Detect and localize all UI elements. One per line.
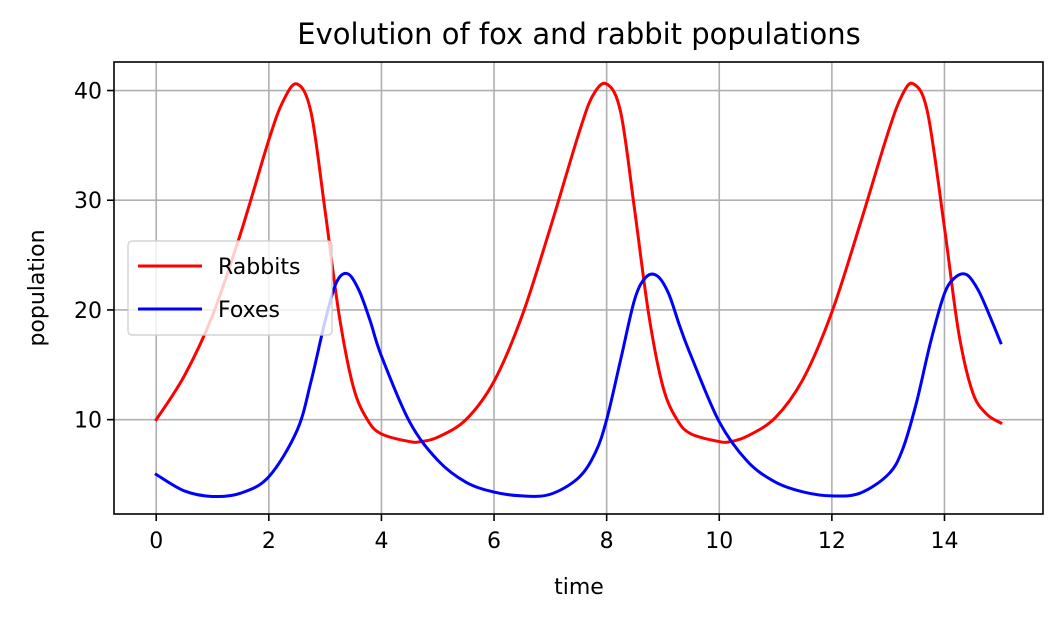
x-tick-label: 14 bbox=[930, 529, 958, 554]
ticks: 0 2 4 6 8 10 12 14 10 20 30 40 bbox=[74, 80, 958, 554]
x-axis-label: time bbox=[554, 575, 604, 600]
x-tick-label: 0 bbox=[149, 529, 163, 554]
x-tick-label: 10 bbox=[705, 529, 733, 554]
y-tick-label: 10 bbox=[74, 409, 102, 434]
legend: Rabbits Foxes bbox=[127, 240, 333, 336]
legend-label-rabbits: Rabbits bbox=[218, 255, 300, 280]
grid bbox=[114, 62, 1043, 514]
x-tick-label: 6 bbox=[487, 529, 501, 554]
plot-frame bbox=[113, 61, 1044, 515]
x-tick-label: 2 bbox=[262, 529, 276, 554]
x-tick-label: 8 bbox=[600, 529, 614, 554]
y-tick-label: 20 bbox=[74, 299, 102, 324]
x-tick-label: 4 bbox=[374, 529, 388, 554]
y-tick-label: 40 bbox=[74, 80, 102, 105]
y-axis-label: population bbox=[25, 229, 50, 346]
series-line-rabbits bbox=[154, 81, 1003, 444]
x-tick-label: 12 bbox=[818, 529, 846, 554]
y-tick-label: 30 bbox=[74, 189, 102, 214]
legend-label-foxes: Foxes bbox=[218, 298, 280, 323]
chart-title: Evolution of fox and rabbit populations bbox=[297, 17, 860, 51]
